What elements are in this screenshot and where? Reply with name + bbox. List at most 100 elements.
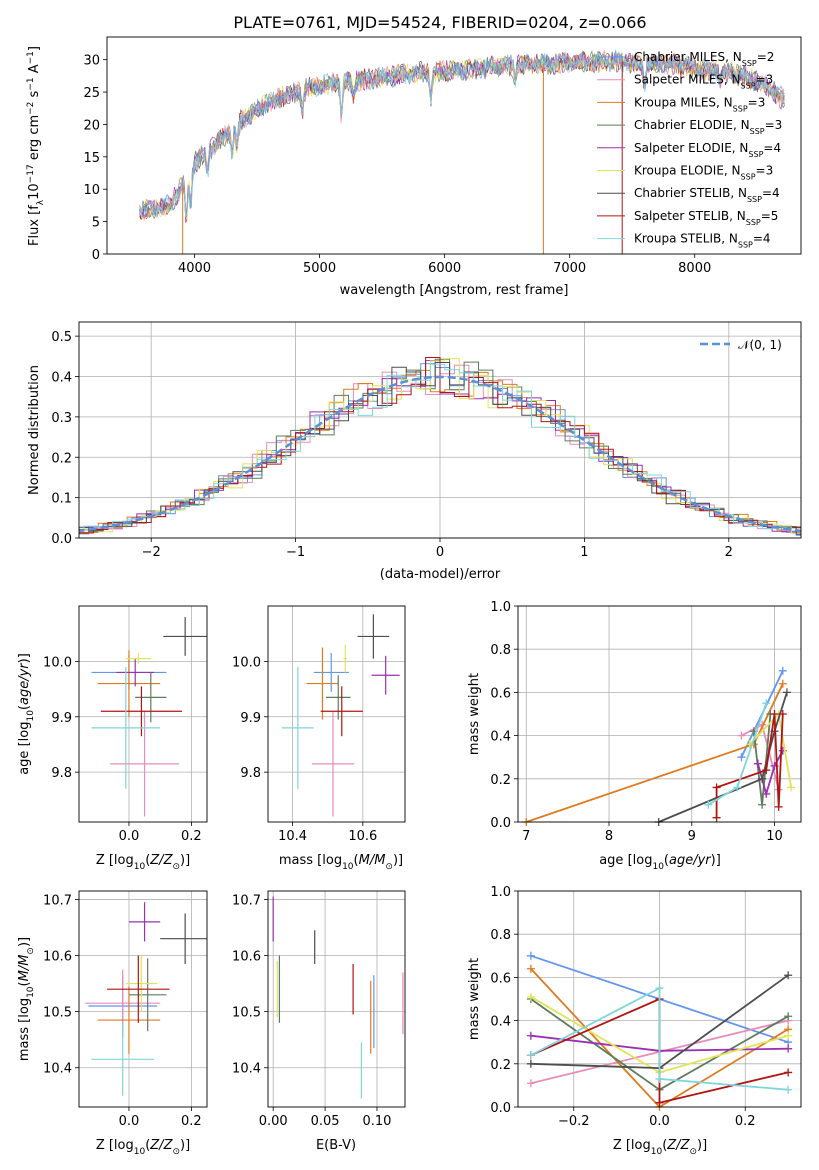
residual-histogram-histogram-kroupa-stelib (79, 363, 801, 532)
mass-vs-Z-xtick-label-0: 0.0 (119, 1114, 140, 1129)
mass-vs-EBV-ytick-label-3: 10.7 (232, 893, 261, 908)
mass-weight-vs-age-marker-kroupa-elodie-2 (787, 783, 796, 792)
age-vs-Z-xtick-label-1: 0.2 (181, 829, 202, 844)
mass-weight-vs-age-marker-salpeter-miles-0 (737, 731, 746, 740)
age-vs-mass-ytick-label-1: 9.9 (240, 711, 261, 726)
mass-weight-vs-age-marker-chabrier-miles-1 (778, 666, 787, 675)
mass-weight-vs-Z-xlabel: Z [log10(Z/Z⊙)] (613, 1138, 707, 1157)
mass-weight-vs-Z-ytick-label-3: 0.6 (490, 971, 511, 986)
residual-histogram-normal-curve (79, 375, 801, 533)
spectrum-xtick-label-2: 6000 (428, 261, 461, 276)
spectrum-legend-label-chabrier-elodie: Chabrier ELODIE, NSSP=3 (634, 118, 782, 136)
spectrum-series-kroupa-stelib (139, 49, 785, 218)
mass-weight-vs-Z-xtick-label-2: 0.2 (735, 1114, 756, 1129)
mass-weight-vs-age-axes: 7 8 9 10 0.0 0.2 0.4 0.6 0.8 1.0 (490, 600, 801, 844)
mass-weight-vs-age-xlabel: age [log10(age/yr)] (599, 853, 721, 872)
mass-weight-vs-Z-marker-chabrier-elodie-2 (784, 1012, 793, 1021)
mass-weight-vs-Z-marker-chabrier-stelib-2 (784, 971, 793, 980)
age-vs-Z-ytick-label-0: 9.8 (51, 766, 72, 781)
mass-weight-vs-Z-marker-salpeter-miles-0 (526, 1079, 535, 1088)
residual-histogram-xtick-label-1: −1 (286, 545, 305, 560)
mass-vs-Z-ytick-label-2: 10.6 (43, 950, 72, 965)
mass-vs-Z-ytick-label-3: 10.7 (43, 893, 72, 908)
mass-vs-Z-frame (78, 890, 208, 1108)
mass-vs-Z-axes: 0.0 0.2 10.4 10.5 10.6 10.7 (43, 891, 207, 1129)
age-vs-Z-frame (78, 605, 208, 823)
spectrum-legend-label-kroupa-miles: Kroupa MILES, NSSP=3 (634, 95, 765, 113)
age-vs-Z-points-group (91, 617, 207, 817)
residual-histogram-ylabel: Normed distribution (27, 365, 42, 495)
mass-weight-vs-Z-marker-salpeter-elodie-2 (784, 1044, 793, 1053)
mass-weight-vs-age-marker-kroupa-stelib-0 (704, 800, 713, 809)
mass-weight-vs-Z-xtick-label-0: −0.2 (558, 1114, 590, 1129)
mass-vs-EBV-xtick-label-0: 0.00 (259, 1114, 288, 1129)
mass-vs-EBV-xtick-label-1: 0.05 (311, 1114, 340, 1129)
age-vs-mass-xlabel: mass [log10(M/M⊙)] (279, 853, 403, 872)
spectrum-xtick-label-0: 4000 (178, 261, 211, 276)
age-vs-mass-xtick-label-0: 10.4 (278, 829, 307, 844)
mass-weight-vs-age-ylabel: mass weight (467, 673, 482, 755)
mass-vs-Z-xtick-label-1: 0.2 (181, 1114, 202, 1129)
age-vs-mass-frame (267, 605, 406, 823)
mass-weight-vs-Z-xtick-label-1: 0.0 (649, 1114, 670, 1129)
spectrum-axes: 4000 5000 6000 7000 8000 0 5 10 15 20 25 30 (83, 54, 711, 276)
mass-vs-Z-ytick-label-1: 10.5 (43, 1006, 72, 1021)
mass-weight-vs-age-marker-salpeter-elodie-1 (762, 789, 771, 798)
residual-histogram-series-group (79, 357, 801, 536)
mass-weight-vs-age-marker-kroupa-miles-2 (778, 679, 787, 688)
residual-histogram-xtick-label-2: 0 (436, 545, 444, 560)
panels-group: 4000 5000 6000 7000 8000051015202530waveleng… (17, 36, 802, 1157)
mass-weight-vs-Z-marker-salpeter-elodie-0 (526, 1031, 535, 1040)
age-vs-Z-xtick-label-0: 0.0 (119, 829, 140, 844)
spectrum-ytick-label-4: 20 (83, 118, 100, 133)
spectrum-xtick-label-4: 8000 (678, 261, 711, 276)
mass-weight-vs-Z-ylabel: mass weight (467, 958, 482, 1040)
age-vs-Z-ytick-label-1: 9.9 (51, 711, 72, 726)
mass-vs-EBV-ytick-label-1: 10.5 (232, 1006, 261, 1021)
mass-weight-vs-age-series-group (522, 666, 796, 826)
mass-weight-vs-age-marker-chabrier-elodie-1 (758, 800, 767, 809)
mass-vs-EBV-frame (267, 890, 406, 1108)
mass-weight-vs-age-xtick-label-0: 7 (522, 829, 530, 844)
mass-vs-Z-ylabel: mass [log10(M/M⊙)] (17, 937, 36, 1061)
mass-weight-vs-age-xtick-label-1: 8 (605, 829, 613, 844)
age-vs-Z-ytick-label-2: 10.0 (43, 655, 72, 670)
residual-histogram-ytick-label-2: 0.2 (51, 451, 72, 466)
mass-weight-vs-Z-marker-kroupa-elodie-0 (526, 992, 535, 1001)
mass-weight-vs-age-marker-salpeter-elodie-0 (753, 759, 762, 768)
spectrum-frame (106, 36, 802, 255)
mass-weight-vs-Z-marker-kroupa-elodie-2 (784, 1031, 793, 1040)
mass-vs-EBV-ytick-label-2: 10.6 (232, 950, 261, 965)
mass-weight-vs-Z-frame (517, 890, 802, 1108)
mass-weight-vs-age-ytick-label-1: 0.2 (490, 773, 511, 788)
spectrum-series-group (139, 49, 785, 254)
age-vs-mass-ytick-label-2: 10.0 (232, 655, 261, 670)
spectrum-xtick-label-1: 5000 (303, 261, 336, 276)
mass-weight-vs-age-marker-kroupa-stelib-2 (762, 699, 771, 708)
mass-weight-vs-Z-marker-salpeter-stelib-2 (655, 1098, 664, 1107)
residual-histogram-ytick-label-1: 0.1 (51, 492, 72, 507)
residual-histogram-histogram-salpeter-stelib (79, 357, 801, 535)
mass-weight-vs-age-xtick-label-2: 9 (688, 829, 696, 844)
figure-title: PLATE=0761, MJD=54524, FIBERID=0204, z=0… (233, 13, 646, 32)
residual-histogram-ytick-label-5: 0.5 (51, 330, 72, 345)
spectrum-legend-label-kroupa-stelib: Kroupa STELIB, NSSP=4 (634, 232, 771, 250)
mass-weight-vs-Z-ytick-label-5: 1.0 (490, 885, 511, 900)
mass-vs-Z-points-group (85, 902, 207, 1096)
mass-weight-vs-Z-marker-kroupa-miles-0 (526, 964, 535, 973)
spectrum-legend-label-kroupa-elodie: Kroupa ELODIE, NSSP=3 (634, 164, 773, 182)
spectrum-ytick-label-3: 15 (83, 151, 100, 166)
residual-histogram-ytick-label-3: 0.3 (51, 411, 72, 426)
mass-vs-Z-ytick-label-0: 10.4 (43, 1062, 72, 1077)
age-vs-mass-ytick-label-0: 9.8 (240, 766, 261, 781)
mass-weight-vs-age-marker-chabrier-stelib-1 (758, 774, 767, 783)
age-vs-mass-axes: 10.4 10.6 9.8 9.9 10.0 (232, 606, 405, 844)
mass-weight-vs-age-ytick-label-3: 0.6 (490, 686, 511, 701)
spectrum-legend-label-chabrier-miles: Chabrier MILES, NSSP=2 (634, 50, 774, 68)
mass-weight-vs-age-ytick-label-2: 0.4 (490, 730, 511, 745)
residual-histogram-ytick-label-4: 0.4 (51, 371, 72, 386)
residual-histogram-xlabel: (data-model)/error (380, 567, 501, 582)
mass-weight-vs-Z-marker-kroupa-stelib-2 (655, 1074, 664, 1083)
mass-weight-vs-age-marker-salpeter-stelib-0 (712, 813, 721, 822)
mass-vs-EBV-axes: 0.00 0.05 0.10 10.4 10.5 10.6 10.7 (232, 891, 405, 1129)
